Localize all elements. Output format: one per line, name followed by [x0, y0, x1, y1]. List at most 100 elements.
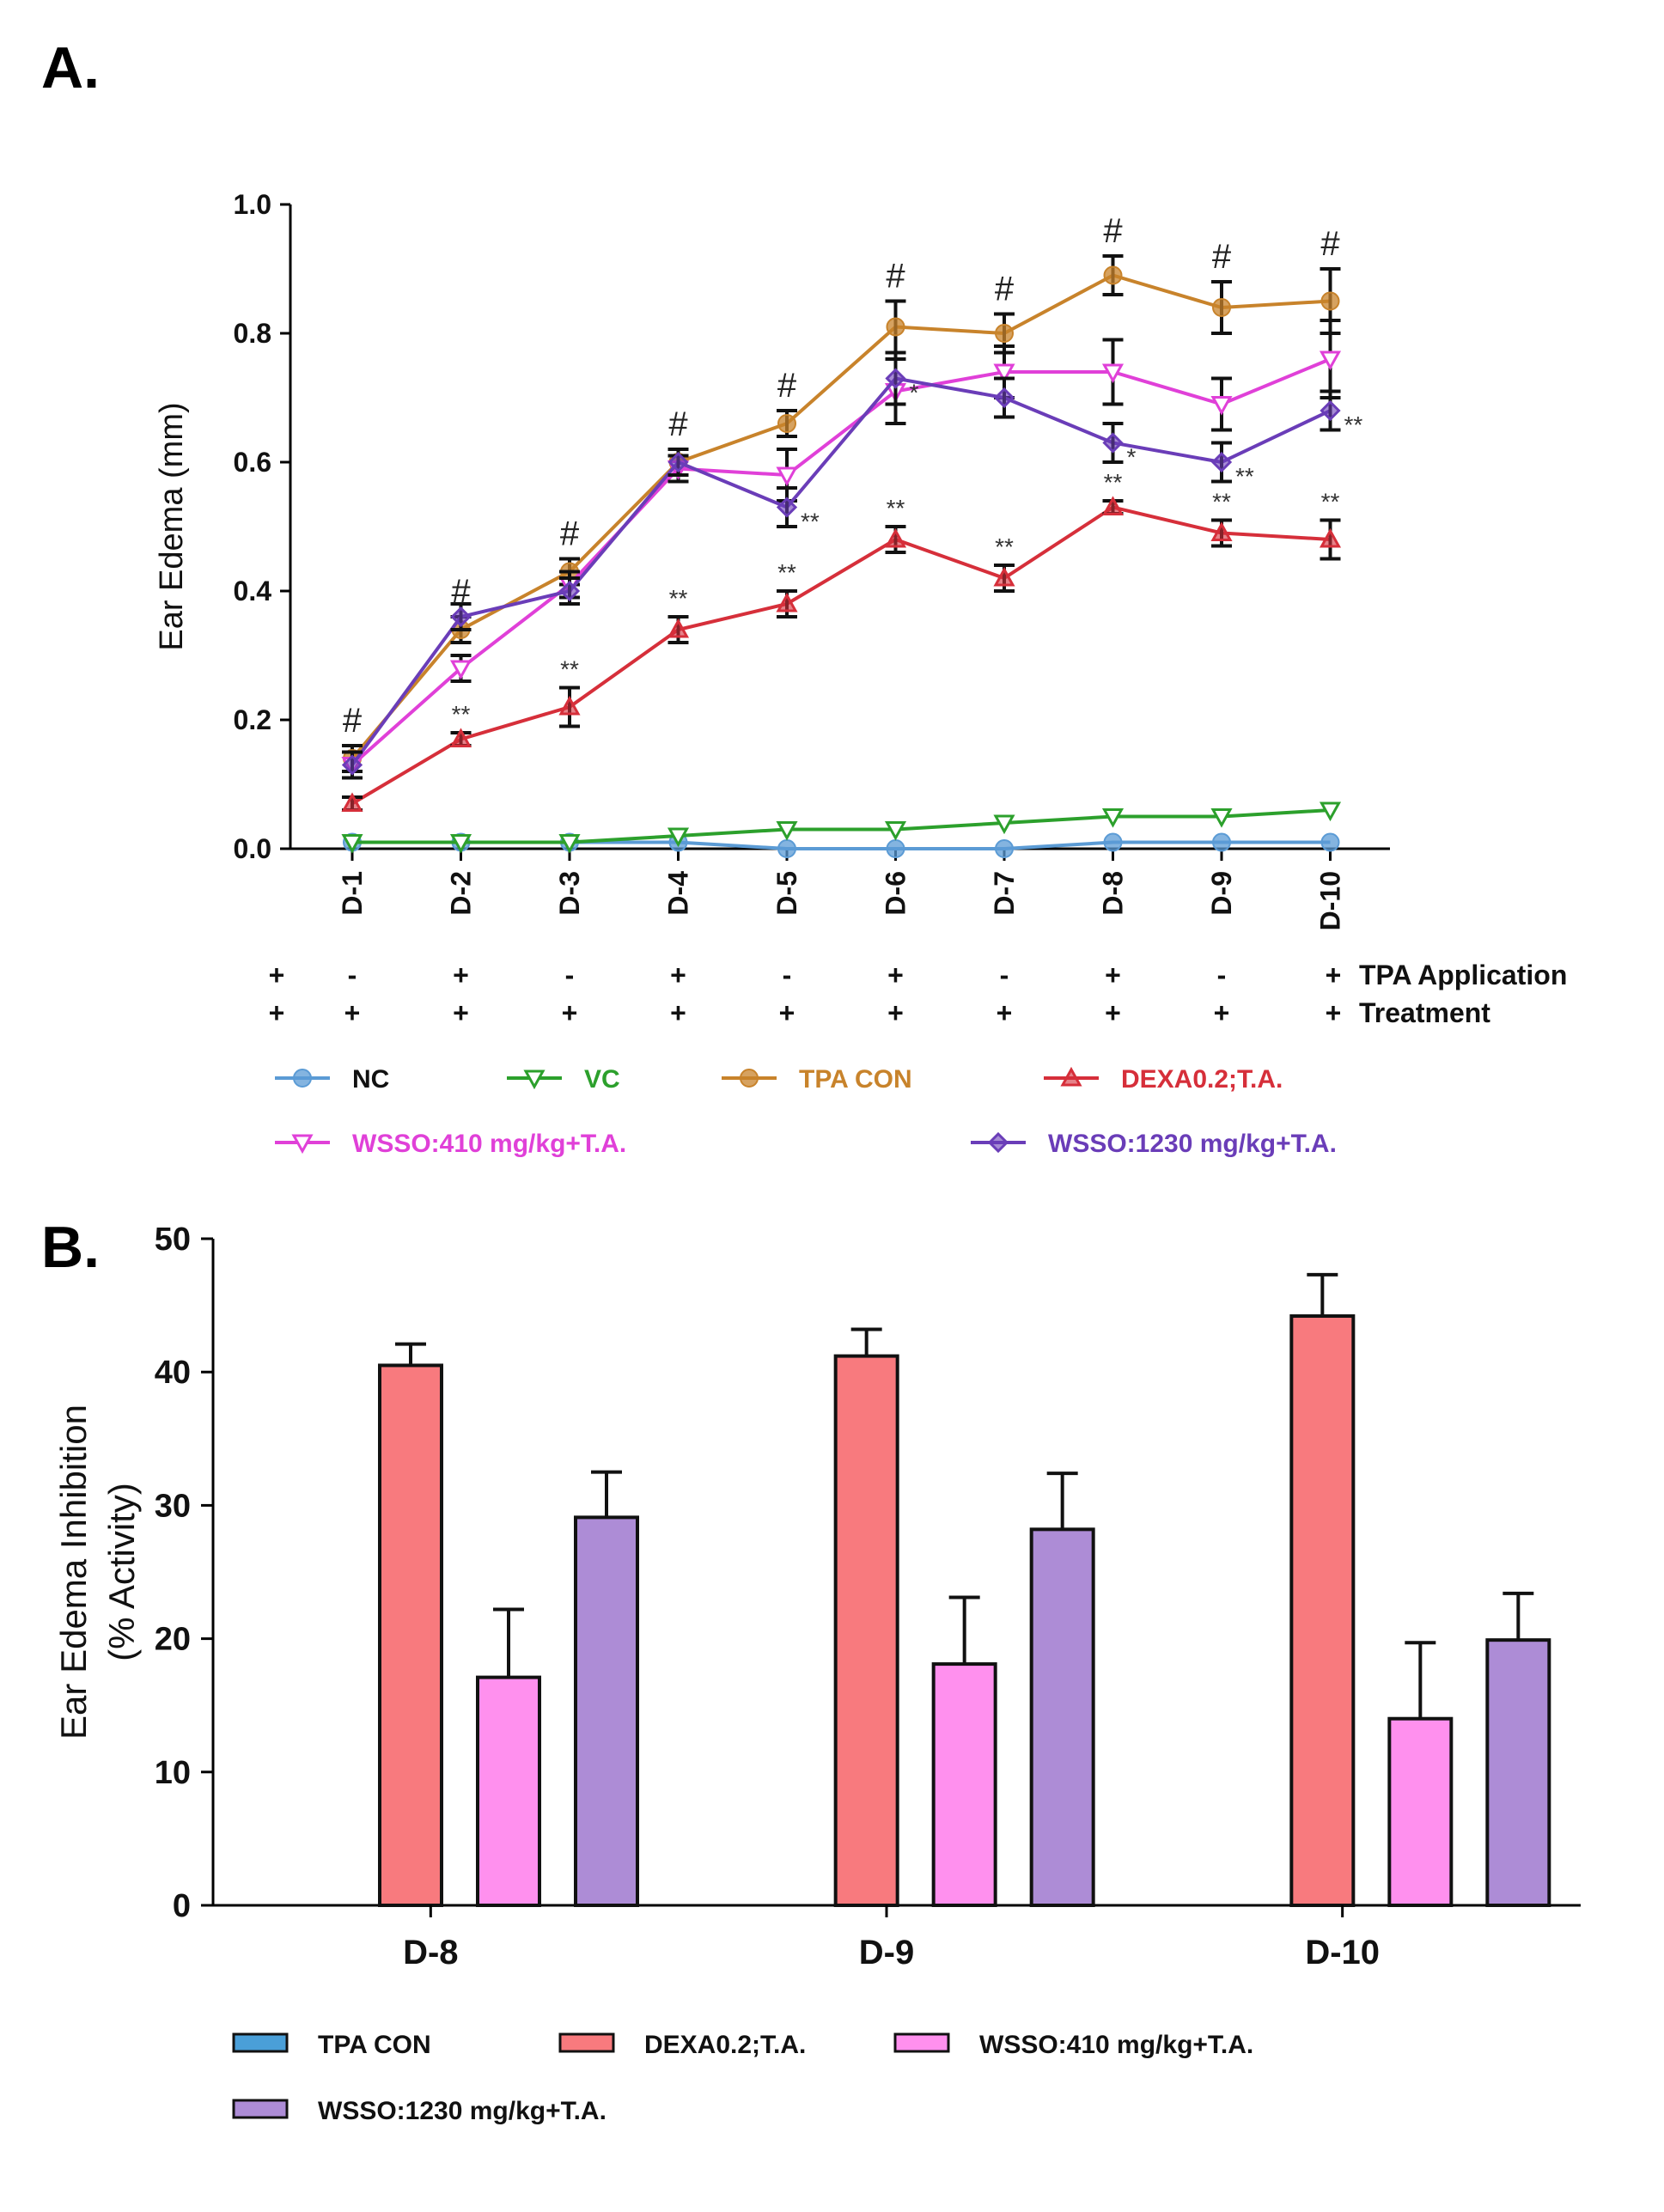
bar-wsso-1230-mg-kg-t-a [574, 1515, 639, 1908]
tpa-sign: + [453, 960, 469, 990]
x-tick-label: D-10 [1315, 871, 1346, 930]
data-point [886, 839, 905, 858]
y-tick-label: 0 [173, 1888, 191, 1924]
significance-hash: # [451, 573, 471, 611]
treatment-sign: + [453, 997, 469, 1028]
data-point [341, 834, 363, 854]
treatment-sign: + [997, 997, 1013, 1028]
tpa-sign: + [1326, 960, 1342, 990]
y-axis-title: Ear Edema (mm) [154, 402, 190, 650]
significance-star: ** [1235, 463, 1254, 490]
series-line [350, 376, 1332, 766]
treatment-sign: + [887, 997, 904, 1028]
significance-star: ** [1344, 411, 1363, 438]
data-point [1210, 451, 1233, 473]
treatment-label: Treatment [1359, 997, 1490, 1028]
data-point [776, 821, 798, 841]
x-tick-label: D-7 [989, 871, 1020, 916]
significance-hash: # [668, 405, 688, 443]
legend-item-wsso-410-mg-kg-t-a: WSSO:410 mg/kg+T.A. [893, 2031, 1253, 2059]
legend-marker [1060, 1066, 1082, 1087]
legend-label: DEXA0.2;T.A. [1121, 1065, 1283, 1094]
bar-group-d-8 [378, 1342, 639, 1908]
legend-item-wsso-1230-mg-kg-t-a: WSSO:1230 mg/kg+T.A. [232, 2097, 606, 2125]
significance-hash: # [777, 367, 797, 405]
y-tick-label: 0.0 [234, 833, 271, 864]
legend-marker [293, 1069, 312, 1088]
bar-group-d-9 [833, 1327, 1095, 1908]
legend-label: WSSO:410 mg/kg+T.A. [352, 1130, 626, 1158]
data-point [667, 827, 690, 848]
series-line [350, 357, 1332, 766]
data-point [558, 580, 581, 602]
y-axis-title-line: Ear Edema Inhibition [53, 1405, 94, 1740]
x-tick-label: D-8 [1098, 871, 1129, 916]
y-tick-label: 40 [155, 1355, 191, 1391]
data-point [1320, 832, 1340, 852]
tpa-sign: - [348, 960, 357, 990]
data-point [1319, 801, 1342, 822]
y-tick-label: 0.8 [234, 318, 271, 349]
significance-hash: # [995, 271, 1015, 308]
treatment-sign: + [1105, 997, 1121, 1028]
tpa-sign: + [1105, 960, 1121, 990]
tpa-sign: - [783, 960, 792, 990]
significance-star: * [910, 380, 919, 406]
data-point [885, 368, 906, 389]
legend-marker [987, 1131, 1009, 1154]
data-point [449, 834, 472, 854]
legend-label: TPA CON [318, 2031, 431, 2059]
series-line [350, 273, 1331, 760]
legend-swatch [893, 2032, 950, 2053]
legend-swatch [232, 2032, 289, 2053]
series-line [350, 505, 1331, 806]
data-point [450, 606, 472, 628]
data-point [667, 451, 689, 473]
significance-star: ** [1321, 489, 1340, 515]
y-tick-label: 0.2 [234, 704, 271, 735]
data-point [995, 839, 1014, 858]
treatment-sign: + [1214, 997, 1230, 1028]
legend-label: WSSO:1230 mg/kg+T.A. [1048, 1130, 1337, 1158]
y-tick-label: 10 [155, 1755, 191, 1791]
bar-chart-legend: TPA CON DEXA0.2;T.A. WSSO:410 mg/kg+T.A. WS… [232, 2031, 1253, 2125]
data-point [1210, 808, 1233, 828]
x-tick-label: D-9 [1206, 871, 1237, 916]
x-tick-label: D-6 [881, 871, 911, 916]
series-wsso-1230-mg-kg-t-a [341, 350, 1341, 780]
series-wsso-410-mg-kg-t-a [341, 319, 1342, 780]
treatment-sign: + [562, 997, 578, 1028]
data-point [776, 592, 798, 612]
line-chart-legend: NC VC TPA CON DEXA0.2;T.A. WSSO:410 mg/kg+T.… [275, 1065, 1337, 1158]
bar-wsso-1230-mg-kg-t-a [1485, 1638, 1551, 1907]
data-point [884, 821, 907, 841]
data-point [993, 387, 1015, 409]
legend-label: VC [584, 1065, 620, 1094]
line-chart: 0.0 0.2 0.4 0.6 0.8 1.0 Ear Edema (mm) D-1 D-2 D-… [154, 189, 1390, 930]
legend-marker [523, 1069, 546, 1090]
data-point [993, 363, 1015, 384]
tpa-sign: + [670, 960, 686, 990]
data-point [1103, 832, 1123, 852]
bar-dexa0-2-t-a [1289, 1314, 1356, 1907]
bar-dexa0-2-t-a [833, 1354, 899, 1908]
legend-item-dexa0-2-t-a: DEXA0.2;T.A. [1044, 1065, 1283, 1094]
y-tick-label: 30 [155, 1488, 191, 1524]
data-point [1101, 808, 1125, 828]
significance-star: ** [995, 533, 1014, 560]
legend-item-wsso-410-mg-kg-t-a: WSSO:410 mg/kg+T.A. [275, 1130, 626, 1158]
data-point [886, 317, 905, 337]
bar-chart: 0 10 20 30 40 50 Ear Edema Inhibition (% Activi… [53, 1222, 1581, 1971]
significance-hash: # [1212, 238, 1232, 276]
data-point [449, 660, 472, 680]
series-nc [343, 832, 1340, 858]
data-point [341, 792, 363, 812]
significance-star: ** [777, 559, 796, 586]
data-point [1103, 265, 1123, 285]
significance-hash: # [1320, 225, 1340, 263]
bar-wsso-410-mg-kg-t-a [931, 1662, 997, 1907]
data-point [558, 695, 581, 716]
y-tick-label: 0.6 [234, 447, 271, 478]
data-point [884, 527, 907, 548]
